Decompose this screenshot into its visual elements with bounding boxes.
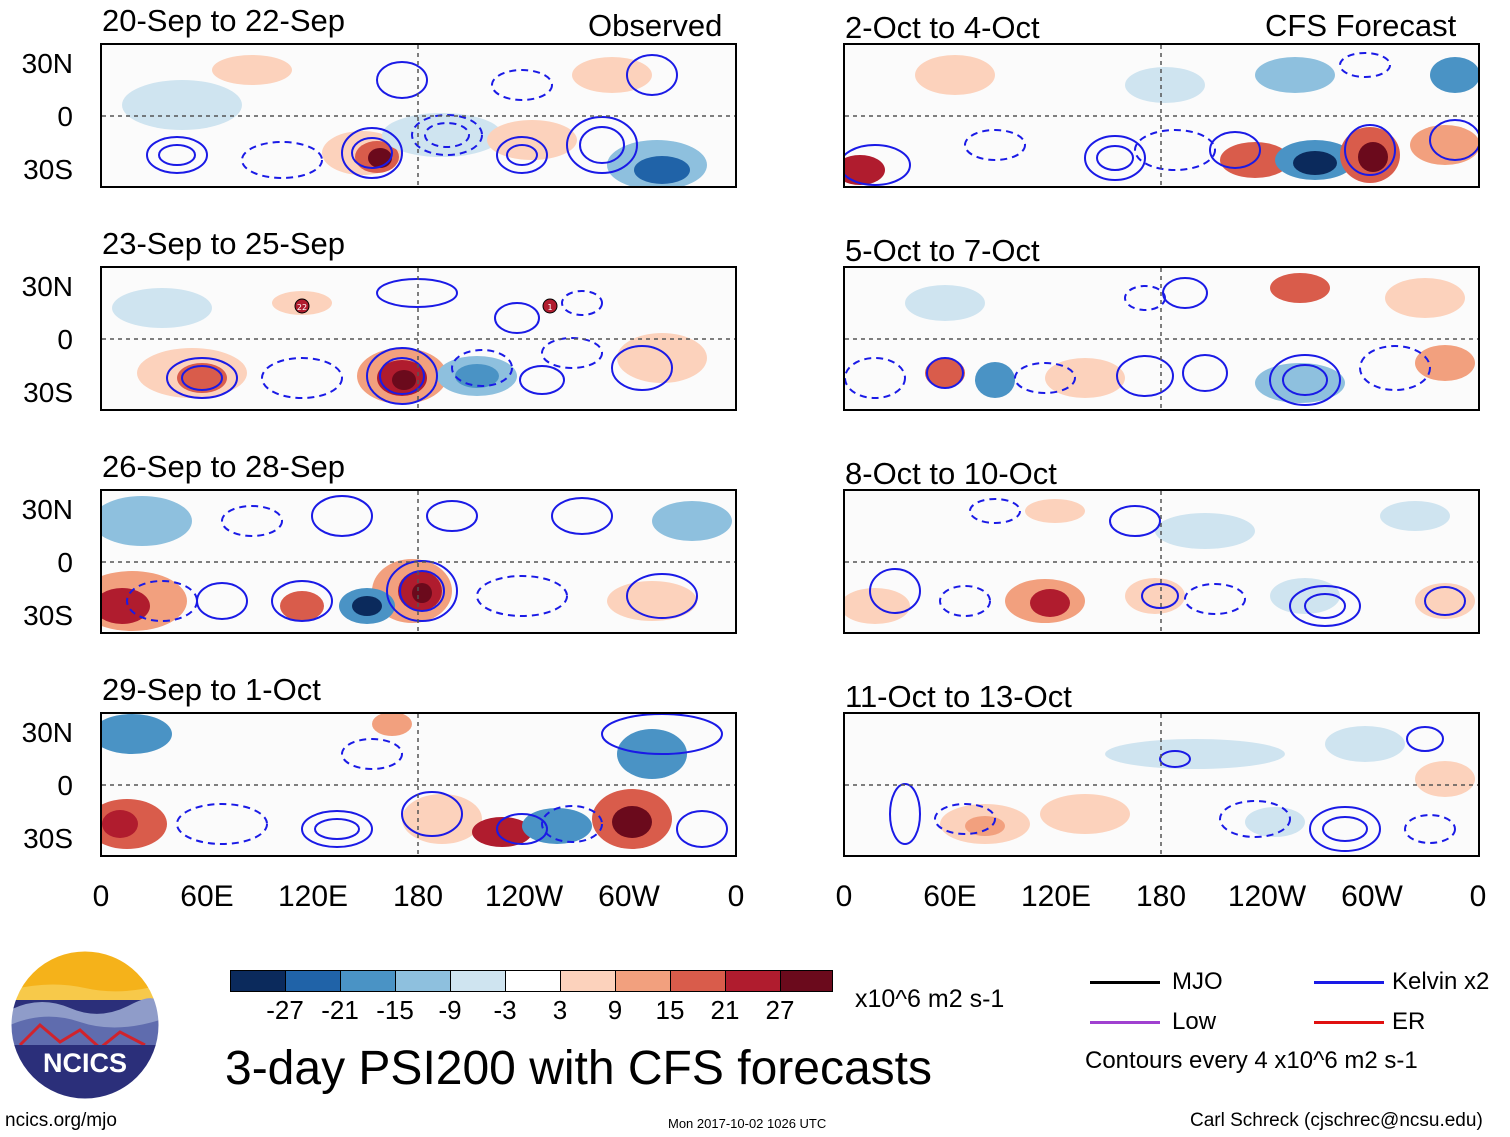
- map-panel-right-4: [843, 712, 1480, 857]
- storm-marker-label: 1: [547, 303, 552, 312]
- colorbar-cell: [285, 970, 341, 992]
- colorbar-cell: [340, 970, 396, 992]
- storm-marker-icon: [294, 298, 310, 314]
- colorbar-cell: [395, 970, 451, 992]
- cfs-forecast-label: CFS Forecast: [1265, 8, 1457, 43]
- lon-label-left-0: 0: [92, 880, 110, 913]
- lon-label-left-360: 0: [727, 880, 745, 913]
- lon-label-right-360: 0: [1469, 880, 1487, 913]
- psi-field-right-1: [845, 45, 1478, 186]
- legend-label-er: ER: [1392, 1008, 1426, 1035]
- legend-label-mjo: MJO: [1172, 968, 1223, 995]
- lat-eq-row4: 0: [57, 770, 73, 801]
- lat-30n-row4: 30N: [21, 717, 73, 748]
- lat-30s-row3: 30S: [23, 600, 73, 631]
- map-panel-left-1: [100, 43, 737, 188]
- colorbar-tick: -9: [438, 995, 462, 1025]
- panel-date-left-2: 23-Sep to 25-Sep: [102, 226, 346, 261]
- storm-marker-label: 22: [297, 303, 307, 312]
- lon-label-right-60e: 60E: [923, 880, 977, 913]
- colorbar-tick: 15: [655, 995, 685, 1025]
- panel-date-right-1: 2-Oct to 4-Oct: [845, 10, 1040, 45]
- lon-label-right-120e: 120E: [1020, 880, 1092, 913]
- panel-date-left-3: 26-Sep to 28-Sep: [102, 449, 346, 484]
- colorbar-cell: [780, 970, 833, 992]
- colorbar-tick: -3: [493, 995, 517, 1025]
- panel-date-right-3: 8-Oct to 10-Oct: [845, 456, 1057, 491]
- colorbar-cell: [230, 970, 286, 992]
- observed-label: Observed: [588, 8, 723, 43]
- lat-30n-row2: 30N: [21, 271, 73, 302]
- lon-label-right-0: 0: [835, 880, 853, 913]
- lon-label-right-180: 180: [1135, 880, 1187, 913]
- panel-date-left-1: 20-Sep to 22-Sep: [102, 3, 346, 38]
- lon-label-left-120e: 120E: [277, 880, 349, 913]
- map-panel-left-3: [100, 489, 737, 634]
- footer-author[interactable]: Carl Schreck (cjschrec@ncsu.edu): [1190, 1110, 1483, 1131]
- lon-label-left-180: 180: [392, 880, 444, 913]
- map-panel-right-2: [843, 266, 1480, 411]
- colorbar-tick: 9: [607, 995, 623, 1025]
- figure-title: 3-day PSI200 with CFS forecasts: [225, 1042, 932, 1095]
- lon-label-right-120w: 120W: [1227, 880, 1307, 913]
- colorbar-tick: 27: [765, 995, 795, 1025]
- lon-label-left-60e: 60E: [180, 880, 234, 913]
- psi-field-right-3: [845, 491, 1478, 632]
- colorbar-cell: [725, 970, 781, 992]
- colorbar-cell: [505, 970, 561, 992]
- lat-eq-row1: 0: [57, 101, 73, 132]
- legend-label-kelvin: Kelvin x2: [1392, 968, 1490, 995]
- legend-label-low: Low: [1172, 1008, 1217, 1035]
- psi-field-left-1: [102, 45, 735, 186]
- ncics-logo: NCICS: [10, 950, 160, 1100]
- colorbar-tick: 21: [710, 995, 740, 1025]
- colorbar-cell: [450, 970, 506, 992]
- ncics-logo-text: NCICS: [42, 1048, 127, 1078]
- colorbar-tick: -27: [266, 995, 304, 1025]
- lat-eq-row3: 0: [57, 547, 73, 578]
- colorbar-tick: -15: [376, 995, 414, 1025]
- legend-line-mjo: [1090, 981, 1160, 984]
- colorbar-cell: [615, 970, 671, 992]
- legend-line-low: [1090, 1021, 1160, 1024]
- lon-label-left-60w: 60W: [598, 880, 660, 913]
- lat-30s-row1: 30S: [23, 154, 73, 185]
- contours-note: Contours every 4 x10^6 m2 s-1: [1085, 1047, 1418, 1074]
- legend-line-kelvin: [1314, 981, 1384, 984]
- panel-date-left-4: 29-Sep to 1-Oct: [102, 672, 321, 707]
- psi-field-right-2: [845, 268, 1478, 409]
- lon-label-right-60w: 60W: [1341, 880, 1403, 913]
- map-panel-left-2: 22 1: [100, 266, 737, 411]
- psi-field-left-2: 22 1: [102, 268, 735, 409]
- psi-field-left-3: [102, 491, 735, 632]
- lon-label-left-120w: 120W: [484, 880, 564, 913]
- lat-eq-row2: 0: [57, 324, 73, 355]
- psi-field-left-4: [102, 714, 735, 855]
- lat-30n-row1: 30N: [21, 48, 73, 79]
- footer-timestamp: Mon 2017-10-02 1026 UTC: [668, 1116, 827, 1131]
- map-panel-right-1: [843, 43, 1480, 188]
- colorbar-cell: [670, 970, 726, 992]
- legend-line-er: [1314, 1021, 1384, 1024]
- lat-30s-row4: 30S: [23, 823, 73, 854]
- colorbar-tick: -21: [321, 995, 359, 1025]
- panel-date-right-4: 11-Oct to 13-Oct: [845, 679, 1072, 714]
- colorbar-tick: 3: [552, 995, 568, 1025]
- panel-date-right-2: 5-Oct to 7-Oct: [845, 233, 1040, 268]
- lat-30n-row3: 30N: [21, 494, 73, 525]
- footer-url[interactable]: ncics.org/mjo: [5, 1110, 117, 1131]
- colorbar-cell: [560, 970, 616, 992]
- colorbar-units: x10^6 m2 s-1: [855, 985, 1005, 1013]
- psi-field-right-4: [845, 714, 1478, 855]
- storm-marker-icon: [542, 298, 558, 314]
- map-panel-left-4: [100, 712, 737, 857]
- lat-30s-row2: 30S: [23, 377, 73, 408]
- ncics-logo-icon: [10, 950, 160, 1100]
- map-panel-right-3: [843, 489, 1480, 634]
